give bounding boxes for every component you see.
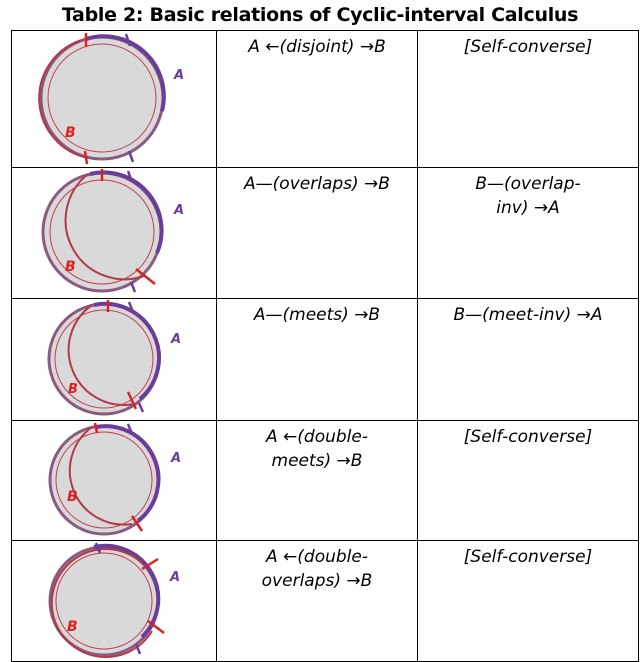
table-row: A B A ←(double- meets) →B [Self-converse… <box>11 420 639 541</box>
relation-cell: A—(overlaps) →B <box>216 167 418 299</box>
converse-text: B—(overlap- inv) →A <box>475 174 581 218</box>
interval-b-label: B <box>65 259 76 275</box>
interval-a-label: A <box>170 332 181 347</box>
converse-cell: [Self-converse] <box>417 30 639 168</box>
interval-a-label: A <box>169 570 180 585</box>
diagram-cell: A B <box>11 167 217 299</box>
converse-text: [Self-converse] <box>463 37 593 57</box>
relation-text: A—(meets) →B <box>253 305 381 325</box>
relations-table: A B A ←(disjoint) →B [Self-converse] A B… <box>11 30 639 662</box>
relation-text: A ←(disjoint) →B <box>248 37 386 57</box>
interval-b-label: B <box>67 489 78 505</box>
cyclic-interval-diagram: A B <box>48 422 181 536</box>
interval-b-label: B <box>67 619 78 635</box>
diagram-cell: A B <box>11 420 217 541</box>
relation-text: A—(overlaps) →B <box>244 174 390 194</box>
cyclic-interval-diagram: A B <box>41 169 184 293</box>
table-row: A B A ←(double- overlaps) →B [Self-conve… <box>11 540 639 662</box>
converse-cell: B—(overlap- inv) →A <box>417 167 639 299</box>
relation-text: A ←(double- meets) →B <box>266 427 368 471</box>
interval-b-label: B <box>68 382 78 397</box>
cyclic-interval-diagram: A B <box>48 542 180 659</box>
relation-cell: A ←(double- overlaps) →B <box>216 540 418 662</box>
cyclic-interval-diagram: A B <box>38 33 184 165</box>
interval-a-label: A <box>170 451 181 466</box>
converse-text: B—(meet-inv) →A <box>453 305 603 325</box>
interval-a-label: A <box>173 203 184 218</box>
converse-cell: [Self-converse] <box>417 420 639 541</box>
relation-text: A ←(double- overlaps) →B <box>261 547 373 591</box>
table-row: A B A—(meets) →B B—(meet-inv) →A <box>11 298 639 421</box>
diagram-cell: A B <box>11 540 217 662</box>
converse-cell: B—(meet-inv) →A <box>417 298 639 421</box>
diagram-cell: A B <box>11 298 217 421</box>
converse-text: [Self-converse] <box>463 547 593 567</box>
table-row: A B A—(overlaps) →B B—(overlap- inv) →A <box>11 167 639 299</box>
relation-cell: A ←(double- meets) →B <box>216 420 418 541</box>
table-row: A B A ←(disjoint) →B [Self-converse] <box>11 30 639 168</box>
cyclic-interval-diagram: A B <box>47 300 181 416</box>
diagram-cell: A B <box>11 30 217 168</box>
table-title: Table 2: Basic relations of Cyclic-inter… <box>61 4 579 26</box>
converse-text: [Self-converse] <box>463 427 593 447</box>
relation-cell: A—(meets) →B <box>216 298 418 421</box>
relation-cell: A ←(disjoint) →B <box>216 30 418 168</box>
interval-a-label: A <box>173 68 184 83</box>
converse-cell: [Self-converse] <box>417 540 639 662</box>
interval-b-label: B <box>65 125 76 141</box>
